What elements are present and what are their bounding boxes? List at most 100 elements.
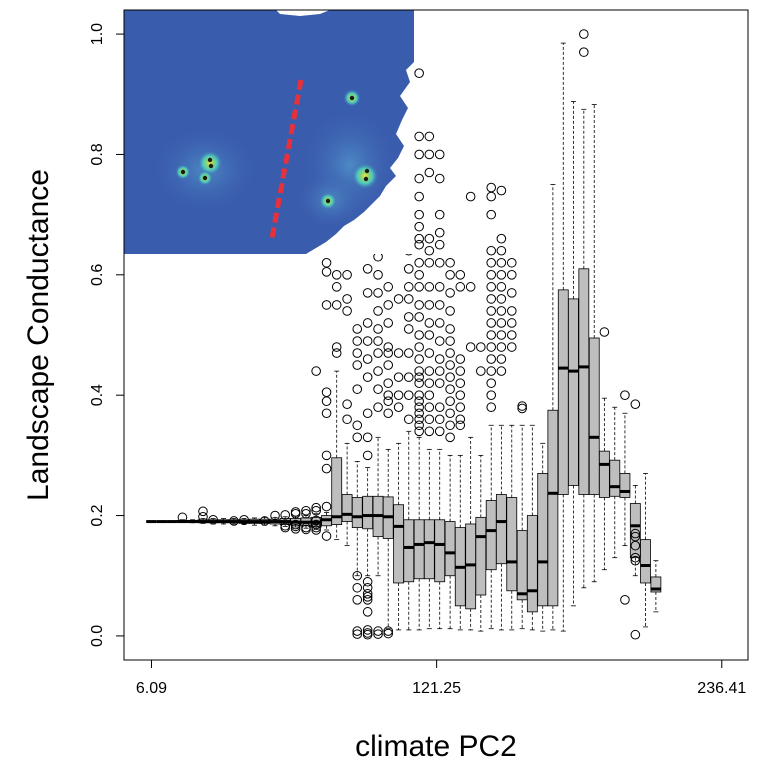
outlier-point <box>362 432 373 443</box>
box-iqr <box>609 459 621 497</box>
outlier-point <box>393 372 404 382</box>
outlier-point <box>424 233 435 244</box>
box-5 <box>197 506 209 524</box>
box-23 <box>382 282 394 639</box>
outlier-point <box>301 508 311 519</box>
outlier-point <box>486 318 497 328</box>
outlier-point <box>362 354 373 364</box>
box-37 <box>526 424 538 631</box>
box-iqr <box>598 450 610 498</box>
outlier-point <box>362 588 373 599</box>
outlier-point <box>465 191 476 202</box>
box-49 <box>650 560 662 613</box>
box-41 <box>568 101 579 607</box>
outlier-point <box>445 257 455 268</box>
outlier-point <box>352 324 363 334</box>
outlier-point <box>486 270 497 280</box>
outlier-point <box>506 330 517 340</box>
outlier-point <box>414 149 424 160</box>
outlier-point <box>383 342 394 352</box>
outlier-point <box>414 209 424 220</box>
box-32 <box>475 342 487 632</box>
x-axis-title: climate PC2 <box>355 730 517 763</box>
inset-node-glow <box>351 162 379 190</box>
outlier-point <box>373 306 383 316</box>
outlier-point <box>383 300 394 310</box>
box-iqr <box>619 473 631 498</box>
outlier-point <box>620 595 630 605</box>
outlier-point <box>239 514 249 525</box>
outlier-point <box>352 384 363 394</box>
outlier-point <box>383 318 394 328</box>
outlier-point <box>486 306 497 316</box>
outlier-point <box>445 360 455 370</box>
outlier-point <box>424 149 435 160</box>
outlier-point <box>311 502 321 513</box>
outlier-point <box>414 366 424 376</box>
outlier-point <box>403 390 414 400</box>
outlier-point <box>434 173 445 184</box>
inset-node <box>363 176 369 182</box>
outlier-point <box>342 306 352 316</box>
axes: 6.09 121.25 236.41 0.0 0.2 0.4 0.6 0.8 1.0 <box>89 23 746 697</box>
outlier-point <box>321 531 332 541</box>
y-tick-label: 0.4 <box>89 384 106 406</box>
outlier-point <box>599 327 610 337</box>
inset-node-glow <box>197 150 223 176</box>
outlier-point <box>506 306 517 316</box>
box-26 <box>413 68 425 631</box>
outlier-point <box>414 270 424 280</box>
outlier-point <box>321 257 332 268</box>
box-iqr <box>506 497 518 592</box>
outlier-point <box>321 450 332 461</box>
outlier-point <box>455 270 466 280</box>
outlier-point <box>496 354 507 364</box>
box-14 <box>290 507 302 534</box>
outlier-point <box>496 270 507 280</box>
outlier-point <box>486 257 497 268</box>
inset-node <box>180 169 186 175</box>
outlier-point <box>486 378 497 388</box>
inset-coastline-mask <box>306 10 414 254</box>
box-33 <box>485 182 497 630</box>
outlier-point <box>486 294 497 304</box>
outlier-point <box>486 182 497 193</box>
outlier-point <box>517 401 527 411</box>
outlier-point <box>579 29 589 39</box>
outlier-point <box>506 342 517 352</box>
outlier-point <box>393 348 404 358</box>
box-0 <box>146 520 157 524</box>
outlier-point <box>424 366 435 376</box>
outlier-point <box>424 245 435 256</box>
box-31 <box>465 191 477 631</box>
outlier-point <box>445 396 455 407</box>
outlier-point <box>414 408 424 419</box>
outlier-point <box>424 414 435 425</box>
outlier-point <box>352 626 363 636</box>
outlier-point <box>352 360 363 370</box>
box-19 <box>341 270 353 547</box>
outlier-point <box>486 342 497 352</box>
box-11 <box>259 516 271 526</box>
outlier-point <box>352 595 363 605</box>
outlier-point <box>373 348 383 358</box>
box-iqr <box>526 515 538 613</box>
outlier-point <box>496 318 507 328</box>
outlier-point <box>434 414 445 425</box>
outlier-point <box>383 628 394 639</box>
outlier-point <box>403 263 414 274</box>
box-12 <box>269 510 281 527</box>
outlier-point <box>434 402 445 413</box>
box-28 <box>434 149 446 630</box>
outlier-point <box>177 512 188 523</box>
box-iqr <box>341 494 353 522</box>
inset-coastline-mask <box>268 10 330 16</box>
box-4 <box>187 519 198 524</box>
outlier-point <box>496 257 507 268</box>
outlier-point <box>414 300 424 310</box>
outlier-point <box>362 629 373 640</box>
outlier-point <box>393 402 404 413</box>
outlier-point <box>486 330 497 340</box>
outlier-point <box>445 270 455 280</box>
